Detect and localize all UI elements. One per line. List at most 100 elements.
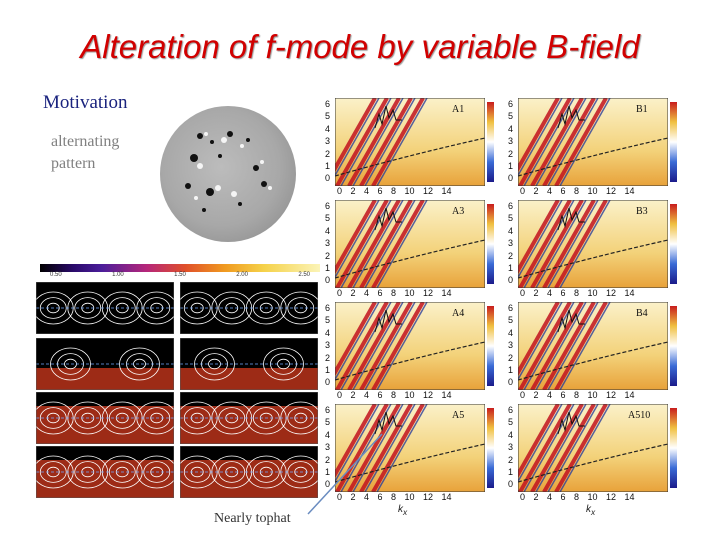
spectrum-image xyxy=(518,98,668,186)
y-tick: 1 xyxy=(508,263,514,274)
y-tick: 6 xyxy=(325,99,331,109)
spectrum-colorbar xyxy=(487,408,494,488)
field-line-image xyxy=(36,338,174,390)
x-axis-label-symbol: k xyxy=(398,504,403,515)
motivation-heading: Motivation xyxy=(43,92,128,113)
y-tick: 6 xyxy=(325,303,331,313)
y-tick: 5 xyxy=(508,417,514,428)
spectrum-panel-b3 xyxy=(518,200,677,288)
y-tick: 4 xyxy=(508,429,514,440)
y-tick: 4 xyxy=(508,123,514,134)
x-axis-label-left: kx xyxy=(398,504,407,517)
spectrum-colorbar xyxy=(670,102,677,182)
magnetogram-spots xyxy=(185,131,272,212)
y-tick: 2 xyxy=(508,454,514,465)
field-plot-b1 xyxy=(180,282,318,334)
spectrum-panel-b1 xyxy=(518,98,677,186)
slide-title: Alteration of f-mode by variable B-field xyxy=(80,28,640,65)
y-tick: 6 xyxy=(508,99,514,109)
y-tick: 0 xyxy=(508,173,514,184)
field-line-image xyxy=(36,282,174,334)
y-tick: 0 xyxy=(325,377,331,388)
field-plot-a510 xyxy=(180,446,318,498)
field-plot-a5 xyxy=(36,446,174,498)
field-line-image xyxy=(180,392,318,444)
spectrum-image xyxy=(335,302,485,390)
y-tick: 5 xyxy=(325,417,331,428)
caption-line-1: alternating xyxy=(51,133,120,150)
x-ticks-row2-left: 0 2 4 6 8 10 12 14 xyxy=(337,288,452,298)
x-axis-label-subscript: x xyxy=(591,507,596,517)
caption-line-2: pattern xyxy=(51,155,96,172)
spectrum-colorbar xyxy=(670,306,677,386)
panel-label: A1 xyxy=(452,104,465,115)
panel-label: A510 xyxy=(628,410,651,421)
y-tick: 1 xyxy=(508,467,514,478)
y-tick: 3 xyxy=(325,238,331,249)
y-tick: 6 xyxy=(508,201,514,211)
y-tick: 2 xyxy=(325,250,331,261)
spectrum-image xyxy=(335,98,485,186)
y-tick: 4 xyxy=(508,225,514,236)
y-tick: 5 xyxy=(508,111,514,122)
y-tick: 3 xyxy=(325,136,331,147)
x-axis-label-right: kx xyxy=(586,504,595,517)
y-tick: 2 xyxy=(508,148,514,159)
y-tick: 4 xyxy=(325,123,331,134)
spectrum-colorbar xyxy=(670,204,677,284)
colorbar-tick: 0.50 xyxy=(50,272,62,278)
panel-label: B3 xyxy=(636,206,648,217)
field-plot-b3 xyxy=(180,338,318,390)
y-tick: 0 xyxy=(325,275,331,286)
y-tick: 1 xyxy=(508,161,514,172)
y-tick: 0 xyxy=(325,479,331,490)
y-tick: 3 xyxy=(508,340,514,351)
spectrum-panel-a510 xyxy=(518,404,677,492)
field-plot-a4 xyxy=(36,392,174,444)
x-ticks-row3-right: 0 2 4 6 8 10 12 14 xyxy=(520,390,635,400)
field-colorbar-ticks: 0.50 1.00 1.50 2.00 2.50 xyxy=(40,272,320,278)
spectrum-panel-a5 xyxy=(335,404,494,492)
y-tick: 1 xyxy=(325,161,331,172)
spectrum-panel-a4 xyxy=(335,302,494,390)
field-line-image xyxy=(36,392,174,444)
x-ticks-row1-left: 0 2 4 6 8 10 12 14 xyxy=(337,186,452,196)
y-tick: 6 xyxy=(325,201,331,211)
y-tick: 2 xyxy=(325,148,331,159)
y-tick: 5 xyxy=(325,213,331,224)
y-tick: 3 xyxy=(508,136,514,147)
spectrum-colorbar xyxy=(487,204,494,284)
x-axis-label-subscript: x xyxy=(403,507,408,517)
y-tick: 3 xyxy=(508,442,514,453)
x-axis-label-symbol: k xyxy=(586,504,591,515)
x-ticks-row3-left: 0 2 4 6 8 10 12 14 xyxy=(337,390,452,400)
y-tick: 3 xyxy=(325,442,331,453)
spectrum-image xyxy=(335,200,485,288)
panel-label: B1 xyxy=(636,104,648,115)
y-tick: 4 xyxy=(325,225,331,236)
field-colorbar xyxy=(40,264,320,272)
y-tick: 3 xyxy=(508,238,514,249)
y-tick: 5 xyxy=(508,315,514,326)
colorbar-tick: 2.50 xyxy=(298,272,310,278)
y-tick: 1 xyxy=(508,365,514,376)
x-ticks-row2-right: 0 2 4 6 8 10 12 14 xyxy=(520,288,635,298)
y-tick: 5 xyxy=(508,213,514,224)
spectrum-panel-a1 xyxy=(335,98,494,186)
y-tick: 4 xyxy=(325,429,331,440)
y-tick: 2 xyxy=(508,250,514,261)
panel-label: A3 xyxy=(452,206,465,217)
y-tick: 5 xyxy=(325,111,331,122)
nearly-tophat-label: Nearly tophat xyxy=(214,511,291,526)
field-line-image xyxy=(180,446,318,498)
y-tick: 2 xyxy=(325,454,331,465)
y-tick: 6 xyxy=(508,405,514,415)
y-tick: 2 xyxy=(508,352,514,363)
spectrum-image xyxy=(518,200,668,288)
y-tick: 3 xyxy=(325,340,331,351)
